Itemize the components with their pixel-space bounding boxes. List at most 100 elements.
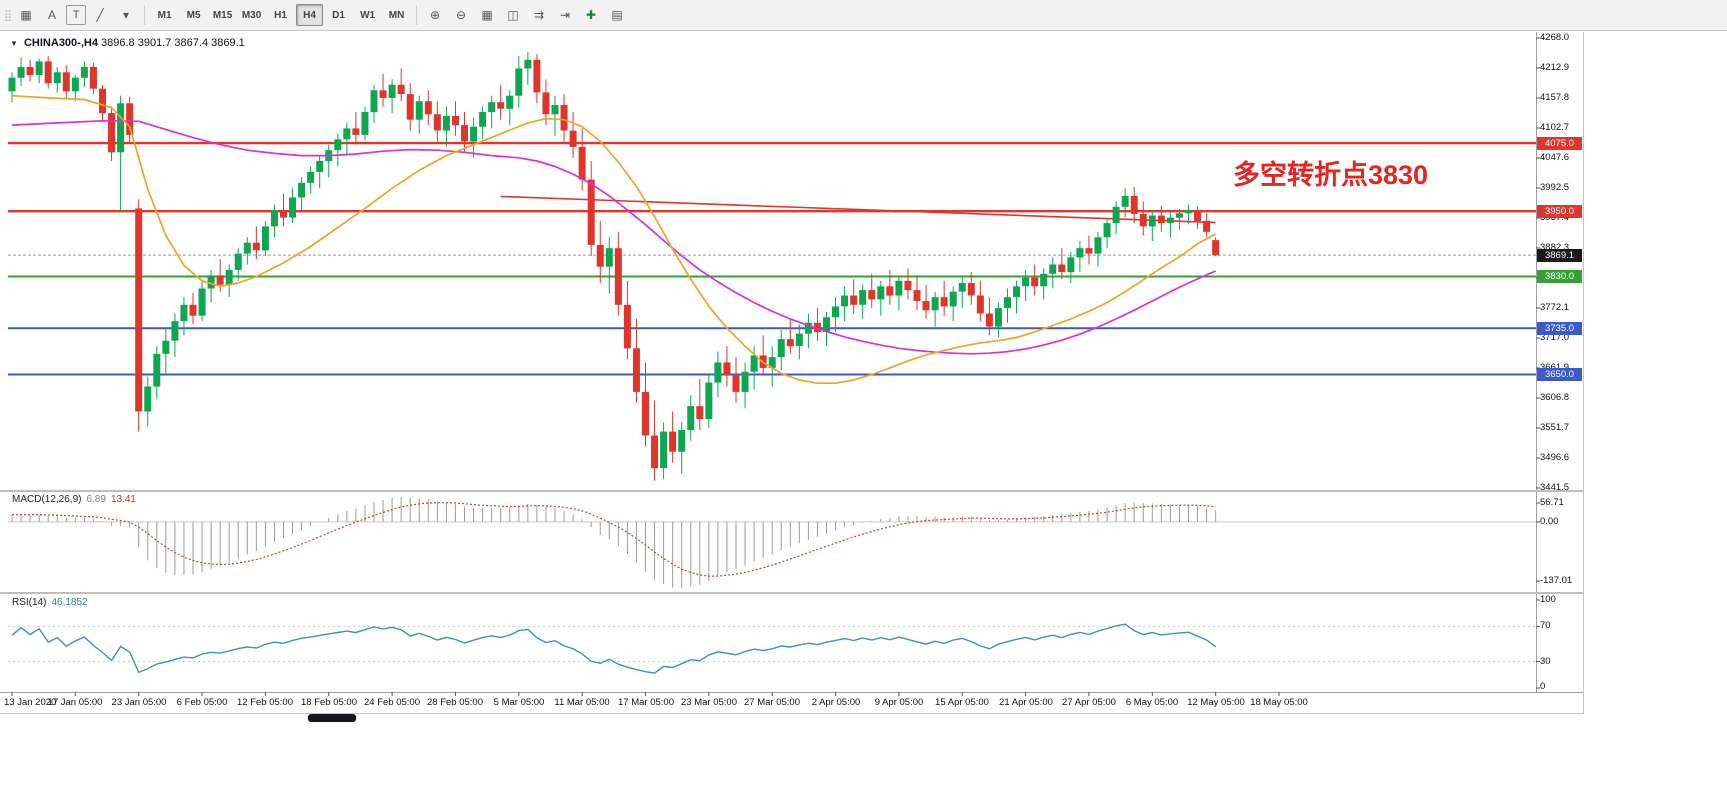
taskbar-window-fragment[interactable] (308, 714, 356, 722)
text-label-tool-button[interactable]: T (66, 5, 87, 25)
time-axis-label: 17 Jan 05:00 (47, 697, 103, 708)
toolbar-separator (144, 5, 146, 25)
price-axis-label: 3496.6 (1540, 452, 1570, 463)
text-tool-button[interactable]: A (48, 8, 57, 22)
add-indicator-icon[interactable]: ✚ (586, 8, 597, 22)
timeframe-button-h1[interactable]: H1 (274, 9, 287, 21)
macd-axis-label: -137.01 (1540, 575, 1573, 586)
timeframe-button-m15[interactable]: M15 (212, 9, 233, 21)
time-axis-label: 11 Mar 05:00 (554, 697, 610, 708)
macd-axis-label: 56.71 (1540, 497, 1564, 508)
time-axis-label: 18 Feb 05:00 (301, 697, 357, 708)
time-axis-label: 12 May 05:00 (1187, 697, 1245, 708)
ma-fast-line (11, 94, 1217, 385)
tile-windows-icon[interactable]: ▦ (481, 8, 493, 22)
toolbar-separator (416, 5, 418, 25)
price-axis-label: 4047.6 (1540, 152, 1570, 163)
timeframe-button-m1[interactable]: M1 (157, 9, 172, 21)
price-axis-label: 3772.1 (1540, 302, 1570, 313)
time-axis-label: 23 Jan 05:00 (111, 697, 167, 708)
zoom-in-icon[interactable]: ⊕ (430, 8, 441, 22)
time-axis-label: 12 Feb 05:00 (237, 697, 293, 708)
draw-tools-dropdown-icon[interactable]: ▾ (123, 8, 130, 22)
price-axis-label: 3717.0 (1540, 332, 1570, 343)
chart-shift-icon[interactable]: ⇥ (560, 8, 571, 22)
price-annotation-text[interactable]: 多空转折点3830 (1233, 160, 1429, 190)
price-axis-label: 3606.8 (1540, 392, 1570, 403)
toolbar-grip-icon[interactable]: ⣿ (4, 9, 12, 22)
price-badge: 3735.0 (1537, 321, 1582, 335)
zoom-out-icon[interactable]: ⊖ (456, 8, 467, 22)
toolbar-timeframes-group: M1 M5 M15 M30 H1 H4 D1 W1 MN (151, 4, 410, 26)
rsi-axis-label: 0 (1540, 681, 1546, 692)
price-badge: 3869.1 (1537, 248, 1582, 262)
chart-templates-icon[interactable]: ▦ (20, 8, 32, 22)
toolbar-window-tools-group: ⊕ ⊖ ▦ ◫ ⇉ ⇥ ✚ ▤ (423, 3, 629, 27)
time-axis-label: 24 Feb 05:00 (364, 697, 420, 708)
time-axis-label: 18 May 05:00 (1250, 697, 1308, 708)
price-badge: 3830.0 (1537, 269, 1582, 283)
time-axis-label: 15 Apr 05:00 (935, 697, 989, 708)
timeframe-button-m30[interactable]: M30 (241, 9, 262, 21)
price-axis-label: 4212.9 (1540, 62, 1570, 73)
price-axis-label: 4268.0 (1540, 32, 1570, 43)
macd-signal-value: 13.41 (110, 494, 136, 505)
time-axis-label: 9 Apr 05:00 (874, 697, 924, 708)
rsi-panel-separator[interactable] (0, 592, 1583, 594)
indicator-list-icon[interactable]: ▤ (611, 8, 623, 22)
price-axis-label: 4102.7 (1540, 122, 1570, 133)
time-axis-label: 27 Mar 05:00 (744, 697, 800, 708)
rsi-panel-label: RSI(14) 46.1852 (12, 597, 88, 608)
rsi-axis-label: 100 (1540, 594, 1556, 605)
auto-scroll-icon[interactable]: ⇉ (534, 8, 545, 22)
rsi-axis-label: 30 (1540, 655, 1551, 667)
macd-axis-label: 0.00 (1540, 515, 1559, 527)
macd-panel-separator[interactable] (0, 490, 1583, 492)
time-axis-label: 6 May 05:00 (1125, 697, 1179, 708)
trendline-tool-icon[interactable]: ╱ (96, 8, 104, 22)
ma-slow-line (11, 119, 1217, 355)
price-axis-label: 3441.5 (1540, 482, 1570, 493)
macd-panel-label: MACD(12,26,9) 6.89 13.41 (12, 494, 136, 505)
macd-signal-line (12, 502, 1216, 577)
chart-title: ▼ CHINA300-,H4 3896.8 3901.7 3867.4 3869… (10, 37, 245, 49)
time-axis-label: 28 Feb 05:00 (427, 697, 483, 708)
rsi-axis-label: 70 (1540, 620, 1551, 632)
time-axis-label: 6 Feb 05:00 (176, 697, 228, 708)
macd-main-value: 6.89 (86, 494, 106, 505)
timeframe-button-w1[interactable]: W1 (360, 9, 376, 21)
toolbar-draw-tools-group: ▦ A T ╱ ▾ (14, 3, 138, 27)
macd-name: MACD(12,26,9) (12, 494, 82, 505)
time-axis-label: 21 Apr 05:00 (999, 697, 1053, 708)
timeframe-button-d1[interactable]: D1 (332, 9, 345, 21)
descending-trendline[interactable] (500, 195, 1216, 224)
price-badge: 3650.0 (1537, 367, 1582, 381)
cascade-windows-icon[interactable]: ◫ (507, 8, 519, 22)
chart-ohlc-values: 3896.8 3901.7 3867.4 3869.1 (101, 37, 245, 49)
timeframe-button-m5[interactable]: M5 (186, 9, 201, 21)
time-axis-label: 27 Apr 05:00 (1062, 697, 1116, 708)
price-badge: 3950.0 (1537, 204, 1582, 218)
time-axis-label: 17 Mar 05:00 (618, 697, 674, 708)
toolbar: ⣿ ▦ A T ╱ ▾ M1 M5 M15 M30 H1 H4 D1 W1 MN ⊕ ⊖ ▦ ◫ ⇉ ⇥ ✚ ▤ (0, 0, 1727, 31)
chart-symbol-label: CHINA300-,H4 (23, 37, 98, 49)
macd-histogram (11, 497, 1217, 588)
rsi-value: 46.1852 (51, 597, 88, 608)
price-axis-label: 3882.3 (1540, 242, 1570, 253)
rsi-line (11, 623, 1217, 674)
price-axis-label: 3992.5 (1540, 182, 1570, 193)
time-axis-label: 13 Jan 2020 (4, 697, 57, 708)
time-axis-label: 23 Mar 05:00 (681, 697, 737, 708)
time-axis-label: 5 Mar 05:00 (493, 697, 545, 708)
price-axis-label: 3551.7 (1540, 422, 1570, 433)
price-axis-label: 3661.9 (1540, 363, 1569, 373)
rsi-name: RSI(14) (12, 597, 47, 608)
time-axis-label: 2 Apr 05:00 (811, 697, 861, 708)
timeframe-button-h4[interactable]: H4 (296, 4, 324, 26)
timeframe-button-mn[interactable]: MN (388, 9, 405, 21)
quick-trade-arrow-icon[interactable]: ▼ (10, 39, 18, 48)
price-badge: 4075.0 (1537, 136, 1582, 150)
